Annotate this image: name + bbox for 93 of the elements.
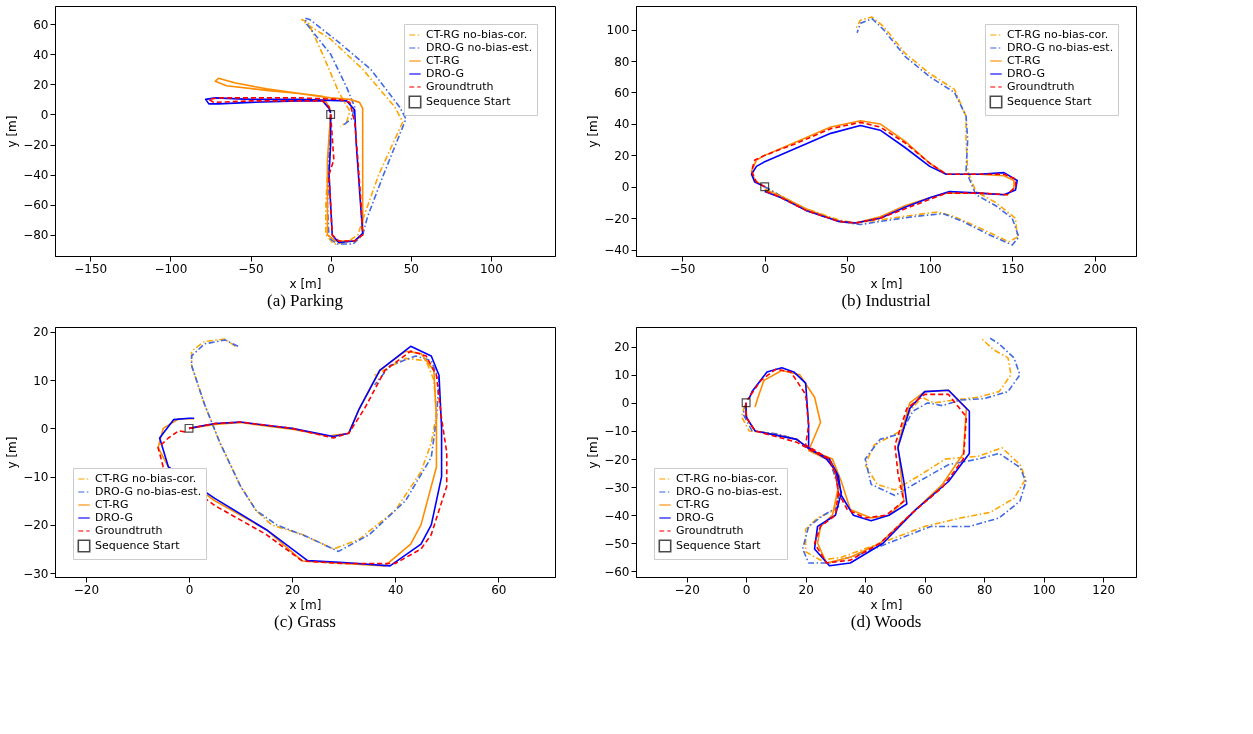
- y-tick-label: 20: [33, 325, 49, 340]
- y-tick-label: −20: [604, 211, 630, 226]
- legend-label: DRO-G no-bias-est.: [426, 41, 533, 54]
- x-tick-label: 60: [917, 582, 933, 597]
- legend-label: DRO-G: [1007, 67, 1045, 80]
- x-tick-label: 60: [491, 582, 507, 597]
- x-tick-label: 100: [479, 261, 503, 276]
- y-tick-label: −10: [23, 470, 49, 485]
- y-tick-label: 40: [33, 47, 49, 62]
- x-tick-label: 100: [918, 261, 942, 276]
- y-tick-label: −60: [23, 198, 49, 213]
- x-tick-label: 0: [327, 261, 335, 276]
- legend-label: CT-RG no-bias-cor.: [676, 472, 778, 485]
- legend-label: Groundtruth: [426, 80, 494, 93]
- y-axis-title: y [m]: [586, 115, 601, 148]
- y-tick-label: −60: [604, 564, 630, 579]
- text: (c) Grass: [274, 612, 336, 631]
- legend-label: Sequence Start: [426, 95, 512, 108]
- x-tick-label: 0: [185, 582, 194, 597]
- text: (b) Industrial: [841, 291, 931, 310]
- y-tick-label: 100: [606, 23, 630, 38]
- legend-label: CT-RG: [95, 498, 129, 511]
- x-tick-label: 0: [761, 261, 770, 276]
- y-tick-label: 20: [33, 77, 49, 92]
- x-tick-label: 150: [1001, 261, 1025, 276]
- legend-label: DRO-G no-bias-est.: [95, 485, 202, 498]
- legend-label: DRO-G no-bias-est.: [676, 485, 783, 498]
- y-tick-label: −10: [604, 424, 630, 439]
- y-tick-label: 10: [33, 373, 49, 388]
- legend-label: Groundtruth: [95, 524, 163, 537]
- x-tick-label: 50: [403, 261, 419, 276]
- x-tick-label: 200: [1083, 261, 1107, 276]
- legend-label: DRO-G: [676, 511, 714, 524]
- y-axis-title: y [m]: [586, 436, 601, 469]
- x-tick-label: −50: [670, 261, 696, 276]
- y-tick-label: −40: [604, 243, 630, 258]
- y-tick-label: −20: [23, 138, 49, 153]
- legend-label: Sequence Start: [676, 539, 762, 552]
- legend-label: DRO-G: [95, 511, 133, 524]
- y-tick-label: −20: [23, 518, 49, 533]
- x-tick-label: 20: [798, 582, 814, 597]
- x-tick-label: 40: [388, 582, 404, 597]
- legend-label: Sequence Start: [95, 539, 181, 552]
- y-tick-label: 0: [621, 396, 630, 411]
- legend-label: Sequence Start: [1007, 95, 1093, 108]
- x-tick-label: −50: [238, 261, 264, 276]
- legend-label: CT-RG no-bias-cor.: [1007, 28, 1109, 41]
- y-tick-label: 20: [614, 148, 630, 163]
- x-axis-title: x [m]: [289, 276, 322, 291]
- y-tick-label: 60: [33, 17, 49, 32]
- x-tick-label: −20: [73, 582, 100, 597]
- line-series: [214, 77, 364, 242]
- x-tick-label: 100: [1032, 582, 1056, 597]
- legend-label: CT-RG no-bias-cor.: [426, 28, 528, 41]
- legend-label: Groundtruth: [1007, 80, 1075, 93]
- x-tick-label: 120: [1092, 582, 1116, 597]
- x-tick-label: −150: [74, 261, 108, 276]
- legend-label: DRO-G: [426, 67, 464, 80]
- y-tick-label: 0: [40, 421, 49, 436]
- x-tick-label: 20: [284, 582, 301, 597]
- x-tick-label: −20: [674, 582, 700, 597]
- y-tick-label: −20: [604, 452, 630, 467]
- legend-label: Groundtruth: [676, 524, 744, 537]
- y-tick-label: 0: [621, 180, 630, 195]
- x-tick-label: −100: [154, 261, 188, 276]
- y-axis-title: y [m]: [5, 436, 20, 469]
- x-axis-title: x [m]: [870, 276, 903, 291]
- x-tick-label: 0: [742, 582, 751, 597]
- text: (d) Woods: [850, 612, 922, 631]
- legend-label: CT-RG no-bias-cor.: [95, 472, 197, 485]
- y-tick-label: 60: [614, 85, 630, 100]
- y-tick-label: −50: [604, 536, 630, 551]
- x-tick-label: 50: [840, 261, 856, 276]
- legend-label: CT-RG: [676, 498, 710, 511]
- y-axis-title: y [m]: [5, 115, 20, 148]
- y-tick-label: 0: [40, 107, 49, 122]
- x-axis-title: x [m]: [289, 597, 322, 612]
- y-tick-label: −30: [604, 480, 630, 495]
- legend-label: DRO-G no-bias-est.: [1007, 41, 1114, 54]
- x-axis-title: x [m]: [870, 597, 903, 612]
- x-tick-label: 80: [977, 582, 993, 597]
- x-tick-label: 40: [858, 582, 874, 597]
- y-tick-label: 10: [614, 368, 630, 383]
- y-tick-label: 20: [614, 340, 630, 355]
- text: (a) Parking: [266, 291, 344, 310]
- y-tick-label: −40: [23, 168, 49, 183]
- y-tick-label: 40: [614, 117, 630, 132]
- y-tick-label: −30: [23, 566, 49, 581]
- y-tick-label: 80: [614, 54, 630, 69]
- y-tick-label: −40: [604, 508, 630, 523]
- legend-label: CT-RG: [1007, 54, 1041, 67]
- legend-label: CT-RG: [426, 54, 460, 67]
- y-tick-label: −80: [23, 228, 49, 243]
